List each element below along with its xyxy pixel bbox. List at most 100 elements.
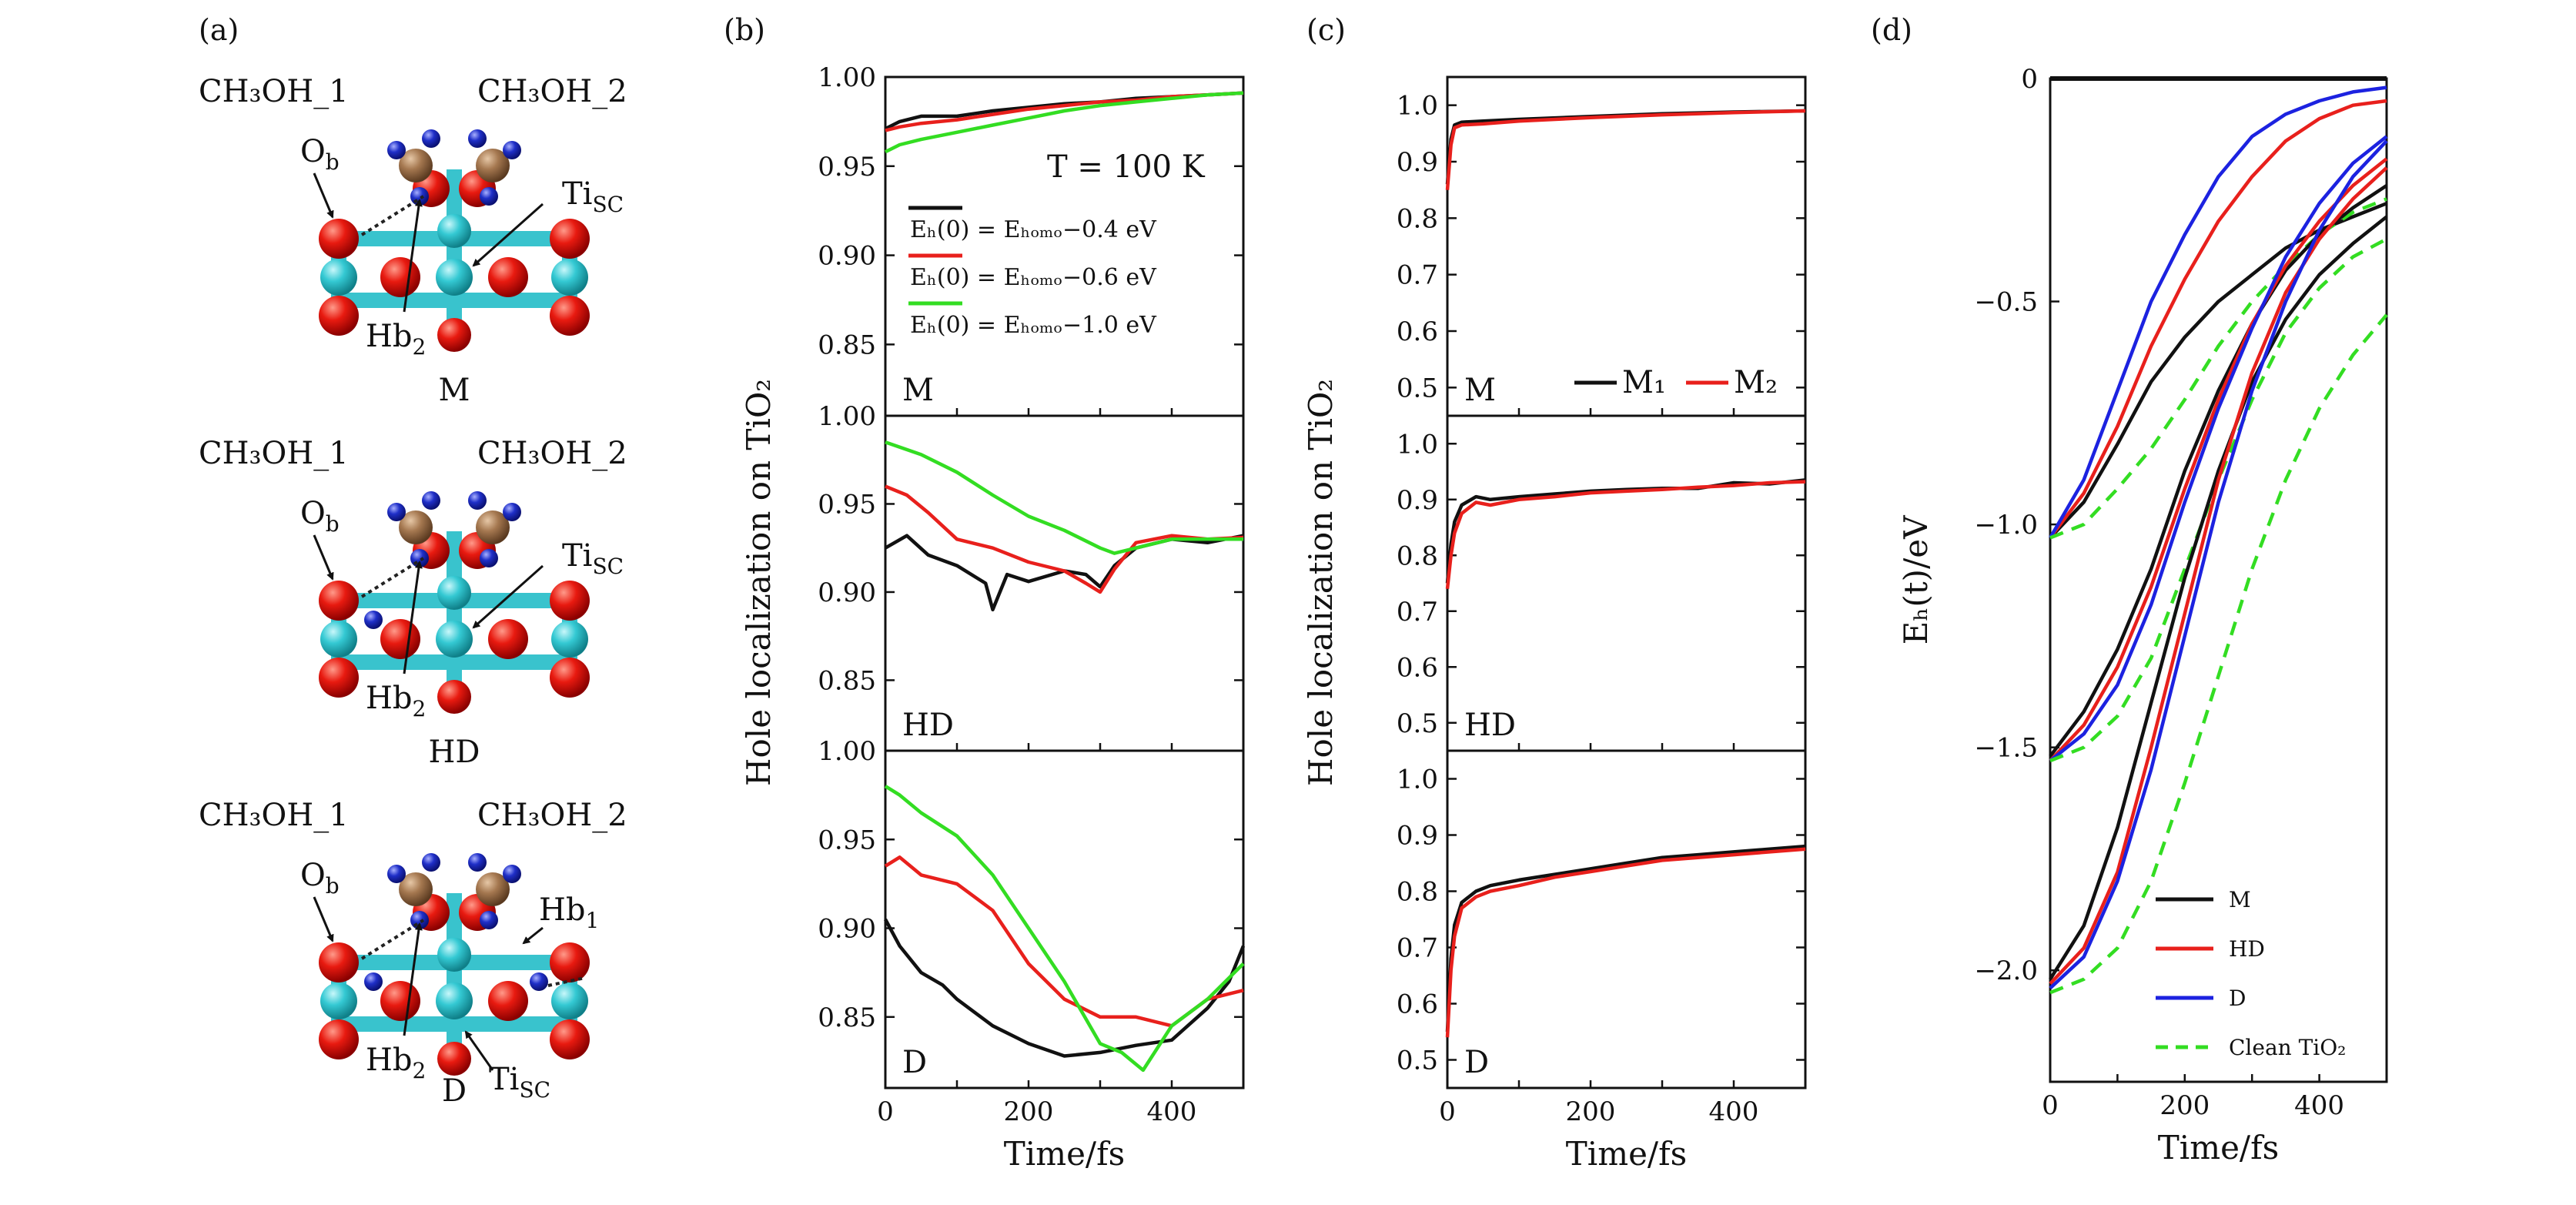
ti-atom: [551, 982, 588, 1019]
o-atom: [319, 942, 359, 982]
h-atom: [387, 503, 406, 521]
x-tick-label: 200: [2159, 1090, 2210, 1121]
axes-frame: [1446, 749, 1807, 1090]
series-line-0: [884, 918, 1246, 1058]
ti-atom: [436, 621, 473, 658]
subplot-d: 1.00 0.95 0.90 0.85 D: [818, 736, 1246, 1090]
legend-label-0: M₁: [1622, 365, 1666, 400]
ti-atom: [551, 259, 588, 296]
y-tick-label: 1.0: [1397, 765, 1438, 795]
y-tick-label: 0.8: [1397, 541, 1438, 571]
ti-atom: [437, 938, 471, 972]
y-tick-label: 0.85: [818, 330, 876, 360]
series-line-2: [885, 440, 1243, 555]
subplot-label: D: [902, 1045, 927, 1080]
o-atom: [437, 1042, 471, 1076]
legend-label-0: M: [2229, 887, 2251, 912]
o-atom: [319, 581, 359, 621]
o-atom: [488, 619, 528, 659]
o-atom: [437, 318, 471, 352]
panel-label-a: (a): [199, 13, 239, 47]
h-atom: [387, 141, 406, 159]
o-atom: [550, 942, 590, 982]
x-tick-label: 200: [1566, 1096, 1616, 1127]
c-atom: [399, 872, 433, 906]
ti-atom: [320, 259, 357, 296]
ti-atom: [436, 259, 473, 296]
series-line-2: [2049, 85, 2387, 539]
y-tick-label: 0.9: [1397, 485, 1438, 516]
o-atom: [319, 658, 359, 698]
y-tick-label: −2.0: [1974, 956, 2038, 986]
arrow: [472, 203, 544, 267]
arrow: [522, 926, 544, 945]
h-atom: [422, 491, 440, 510]
series-line-1: [884, 855, 1244, 1028]
y-tick-label: 0.90: [818, 914, 876, 945]
y-axis-label: Eₕ(t)/eV: [1897, 515, 1935, 644]
molecule-label-2: CH₃OH_2: [477, 436, 627, 471]
ob-label: Ob: [300, 134, 340, 175]
h-atom: [480, 187, 498, 206]
hb2-label: Hb2: [366, 681, 426, 721]
h-bond: [360, 195, 425, 236]
ti-atom: [436, 982, 473, 1019]
h-atom: [480, 549, 498, 567]
ob-label: Ob: [300, 858, 340, 899]
axes-frame: [884, 75, 1245, 417]
h-atom: [468, 129, 487, 148]
h-atom: [503, 503, 521, 521]
y-tick-label: 0.8: [1397, 877, 1438, 908]
y-tick-label: 0.5: [1397, 708, 1438, 739]
h-atom: [364, 611, 383, 629]
tisc-label: TiSC: [489, 1062, 550, 1103]
chart-panel-b: 1.00 0.95 0.90 0.85 M 1.00 0.95 0.90 0.85 HD 1.00 0…: [740, 62, 1246, 1173]
series-line-6: [2049, 135, 2388, 762]
panel-label-b: (b): [724, 13, 765, 47]
o-atom: [319, 219, 359, 259]
o-atom: [550, 1019, 590, 1059]
h-atom: [422, 853, 440, 872]
y-tick-label: 0.85: [818, 1002, 876, 1033]
y-tick-label: −1.0: [1974, 510, 2038, 541]
x-axis-label: Time/fs: [1566, 1135, 1687, 1173]
y-tick-label: 0.8: [1397, 203, 1438, 234]
y-tick-label: 0.6: [1397, 989, 1438, 1020]
h-bond: [547, 976, 586, 987]
series-line-9: [2049, 166, 2388, 986]
chart-panel-d: 0 −0.5 −1.0 −1.5 −2.0 0 200 400 Time/fs Eₕ(t)/eV M…: [1897, 64, 2388, 1167]
y-tick-label: 0.9: [1397, 147, 1438, 178]
tisc-label: TiSC: [562, 176, 624, 217]
c-atom: [476, 510, 510, 544]
ti-atom: [320, 621, 357, 658]
y-tick-label: 0.95: [818, 489, 876, 520]
o-atom: [550, 581, 590, 621]
temperature-annotation: T = 100 K: [1047, 149, 1206, 185]
x-tick-label: 400: [2294, 1090, 2344, 1121]
ti-atom: [437, 576, 471, 610]
series-line-2: [884, 785, 1245, 1073]
o-atom: [319, 1019, 359, 1059]
o-atom: [550, 219, 590, 259]
legend-label-1: HD: [2229, 936, 2265, 962]
legend-label-1: M₂: [1734, 365, 1778, 400]
y-tick-label: 1.0: [1397, 429, 1438, 460]
o-atom: [380, 619, 420, 659]
c-atom: [399, 149, 433, 182]
panel-label-c: (c): [1306, 13, 1346, 47]
y-tick-label: 0.5: [1397, 373, 1438, 403]
h-atom: [503, 865, 521, 883]
hb2-label: Hb2: [366, 1043, 426, 1083]
legend-label-3: Clean TiO₂: [2229, 1035, 2346, 1060]
y-tick-label: 1.00: [818, 736, 876, 767]
panel-label-d: (d): [1871, 13, 1912, 47]
molecule-label-1: CH₃OH_1: [199, 74, 349, 109]
series-line-10: [2049, 139, 2388, 990]
y-tick-label: −0.5: [1974, 287, 2038, 318]
series-line-2: [884, 91, 1244, 154]
y-tick-label: 0.85: [818, 665, 876, 696]
arrow: [403, 922, 423, 1036]
h-atom: [480, 911, 498, 929]
subplot-m: 1.00 0.95 0.90 0.85 M: [818, 62, 1245, 417]
axes-frame: [884, 414, 1245, 752]
